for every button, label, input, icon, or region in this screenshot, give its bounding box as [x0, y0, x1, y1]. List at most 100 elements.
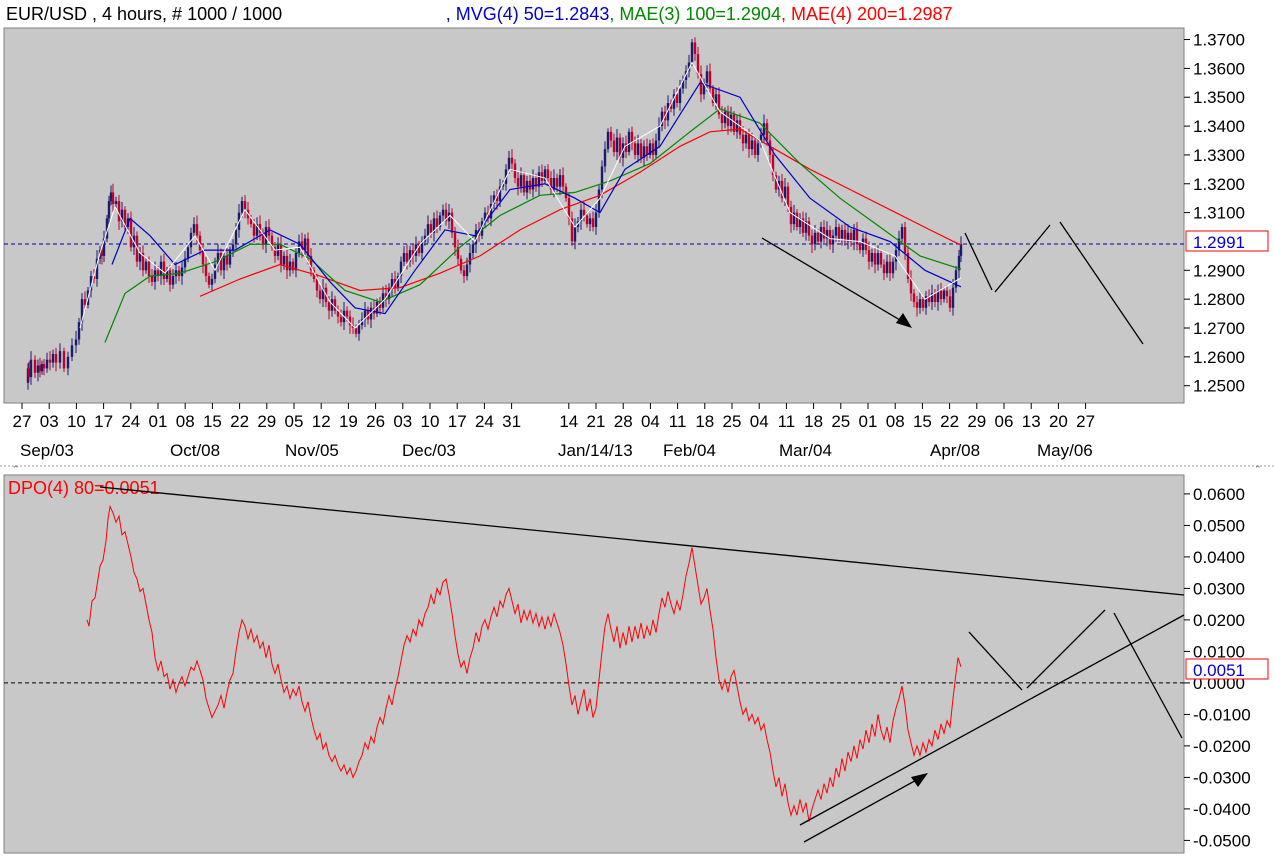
- price-candle-body: [660, 111, 664, 127]
- price-candle-body: [954, 270, 958, 288]
- price-candle-body: [888, 261, 892, 274]
- collapse-up-icon[interactable]: ⌃: [12, 464, 20, 474]
- price-ytick-label: 1.3600: [1193, 59, 1245, 78]
- price-zigzag-projection[interactable]: [964, 232, 993, 291]
- price-candle-body: [243, 201, 247, 210]
- price-candle-body: [396, 276, 400, 288]
- price-candle-body: [741, 134, 745, 144]
- price-candle-body: [36, 365, 40, 373]
- x-tick-label: 27: [1076, 412, 1095, 431]
- x-tick-label: 22: [940, 412, 959, 431]
- price-zigzag-projection-3[interactable]: [1059, 221, 1144, 345]
- price-candle-body: [411, 250, 415, 256]
- moving-averages: [79, 61, 962, 343]
- dpo-up-arrow-line[interactable]: [803, 777, 921, 843]
- price-candle-body: [720, 114, 724, 124]
- price-arrow-head: [896, 313, 912, 328]
- price-candle-body: [123, 209, 127, 228]
- price-candle-body: [810, 235, 814, 245]
- x-tick-label: 04: [641, 412, 660, 431]
- price-candle-body: [390, 278, 394, 288]
- price-candle-body: [528, 180, 532, 190]
- price-candle-body: [849, 232, 853, 242]
- symbol-label: EUR/USD , 4 hours, # 1000 / 1000: [6, 4, 282, 24]
- x-month-label: May/06: [1037, 441, 1093, 460]
- price-candle-body: [912, 293, 916, 303]
- price-candle-body: [261, 232, 265, 245]
- price-candle-body: [501, 183, 505, 187]
- price-ytick-label: 1.3100: [1193, 204, 1245, 223]
- x-tick-label: 03: [40, 412, 59, 431]
- price-zigzag-projection-2[interactable]: [994, 224, 1051, 293]
- mvg3-line: [79, 61, 962, 329]
- price-candle-body: [573, 227, 577, 242]
- price-candle-body: [399, 261, 403, 277]
- price-candle-body: [936, 290, 940, 303]
- price-candle-body: [678, 88, 682, 103]
- price-candle-body: [83, 299, 87, 305]
- price-ytick-label: 1.2500: [1193, 377, 1245, 396]
- price-candle-body: [930, 293, 934, 303]
- price-candle-body: [762, 123, 766, 135]
- price-candle-body: [183, 258, 187, 268]
- price-candle-body: [918, 299, 922, 308]
- price-candle-body: [105, 218, 109, 239]
- price-candle-body: [186, 247, 190, 259]
- x-tick-label: 17: [94, 412, 113, 431]
- price-ytick-label: 1.2800: [1193, 290, 1245, 309]
- price-candle-body: [837, 227, 841, 239]
- chart-header: EUR/USD , 4 hours, # 1000 / 1000, MVG(3)…: [6, 4, 953, 24]
- price-candle-body: [468, 253, 472, 265]
- price-y-axis: 1.3700 1.3600 1.3500 1.3400 1.3300 1.3200 1.31…: [1184, 31, 1245, 396]
- price-candle-body: [219, 253, 223, 271]
- price-candle-body: [300, 241, 304, 251]
- x-tick-label: 24: [121, 412, 140, 431]
- price-candle-body: [48, 359, 52, 363]
- price-candle-body: [867, 250, 871, 262]
- price-candle-body: [33, 359, 37, 373]
- dpo-zigzag-projection[interactable]: [968, 631, 1023, 691]
- price-candle-body: [585, 215, 589, 225]
- dpo-zigzag-projection-2[interactable]: [1026, 609, 1106, 689]
- price-candle-body: [597, 189, 601, 213]
- price-candle-body: [462, 270, 466, 277]
- price-candle-body: [405, 253, 409, 262]
- price-candle-body: [291, 261, 295, 271]
- price-candle-body: [909, 278, 913, 294]
- price-candle-body: [780, 180, 784, 199]
- price-candle-body: [945, 290, 949, 297]
- price-candle-body: [354, 328, 358, 334]
- x-month-label: Nov/05: [285, 441, 339, 460]
- dpo-lower-trendline[interactable]: [799, 614, 1185, 826]
- price-candle-body: [959, 244, 963, 256]
- price-candle-body: [120, 209, 124, 222]
- dpo-ytick-label: 0.0600: [1193, 485, 1245, 504]
- price-candle-body: [609, 131, 613, 141]
- price-candle-body: [384, 293, 388, 300]
- dpo-arrow-head: [911, 773, 928, 787]
- price-candle-body: [672, 94, 676, 109]
- x-tick-label: 11: [669, 412, 687, 431]
- dpo-zigzag-projection-3[interactable]: [1113, 612, 1183, 739]
- price-candle-body: [534, 178, 538, 187]
- price-candle-body: [255, 224, 259, 236]
- price-candle-body: [840, 229, 844, 239]
- x-tick-label: 04: [750, 412, 769, 431]
- price-candle-body: [750, 140, 754, 150]
- price-candle-body: [615, 137, 619, 153]
- price-candle-body: [330, 299, 334, 311]
- price-down-arrow-line[interactable]: [761, 237, 906, 324]
- price-candle-body: [369, 307, 373, 320]
- price-candle-body: [360, 319, 364, 326]
- collapse-down-icon[interactable]: ⌃: [1254, 464, 1262, 474]
- price-candle-body: [74, 339, 78, 346]
- price-candle-body: [339, 316, 343, 323]
- price-candle-body: [669, 103, 673, 109]
- price-candle-body: [690, 42, 694, 63]
- x-tick-label: 18: [804, 412, 823, 431]
- price-candle-body: [54, 353, 58, 363]
- price-candle-body: [789, 206, 793, 225]
- price-current-label: 1.2991: [1193, 233, 1245, 252]
- dpo-upper-trendline[interactable]: [99, 486, 1185, 596]
